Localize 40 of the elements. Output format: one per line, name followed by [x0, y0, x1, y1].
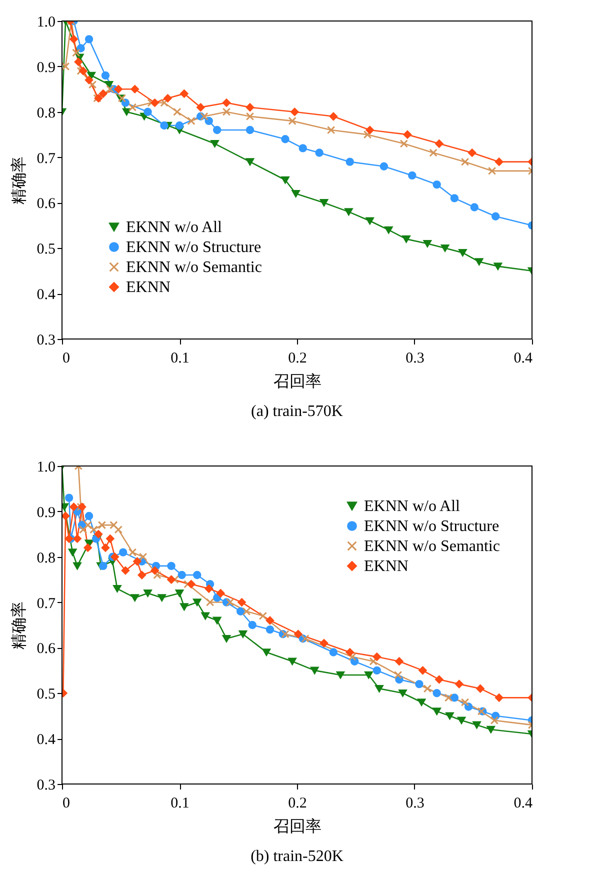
y-tick-label: 0.8 [36, 550, 56, 566]
text: (a) train-570K [251, 403, 344, 420]
legend-label: EKNN w/o All [364, 498, 461, 515]
x-tick-label: 0.3 [406, 796, 424, 812]
legend-label: EKNN w/o Structure [364, 518, 500, 535]
x-tick-label: 0.1 [170, 796, 190, 812]
y-tick-label: 0.5 [36, 242, 56, 258]
y-tick-label: 0.7 [36, 596, 56, 612]
legend-label: EKNN w/o Semantic [364, 538, 500, 555]
y-tick-label: 0.4 [36, 287, 56, 304]
x-tick-label: 0.4 [514, 350, 533, 366]
text: (b) train-520K [250, 848, 344, 865]
x-tick-label: 0.3 [406, 350, 424, 366]
y-tick-label: 0.5 [36, 686, 56, 703]
y-tick-label: 0.9 [36, 60, 56, 76]
y-axis-title: 精确率 [10, 156, 28, 204]
x-axis-title: 召回率 [274, 372, 322, 390]
y-tick-label: 1.0 [36, 460, 56, 476]
y-tick-label: 0.8 [36, 105, 56, 122]
y-tick-label: 0.6 [36, 641, 56, 658]
x-tick-label: 0.1 [170, 350, 190, 366]
x-tick-label: 0.4 [514, 796, 533, 812]
y-tick-label: 0.7 [36, 150, 56, 167]
x-tick-label: 0 [62, 350, 70, 366]
x-tick-label: 0.2 [288, 350, 307, 366]
legend-label: EKNN [126, 279, 171, 296]
legend-label: EKNN w/o Structure [126, 239, 262, 256]
legend-label: EKNN w/o All [126, 219, 223, 236]
x-tick-label: 0 [62, 796, 70, 812]
legend-label: EKNN w/o Semantic [126, 259, 262, 276]
y-tick-label: 0.9 [36, 504, 56, 521]
legend-label: EKNN [364, 558, 409, 575]
y-tick-label: 0.6 [36, 196, 56, 212]
y-tick-label: 0.4 [36, 732, 56, 748]
x-axis-title: 召回率 [274, 818, 322, 836]
x-tick-label: 0.2 [288, 796, 307, 812]
y-tick-label: 0.3 [36, 332, 56, 348]
y-tick-label: 0.3 [36, 778, 56, 794]
y-axis-title: 精确率 [10, 602, 28, 650]
y-tick-label: 1.0 [36, 14, 56, 30]
